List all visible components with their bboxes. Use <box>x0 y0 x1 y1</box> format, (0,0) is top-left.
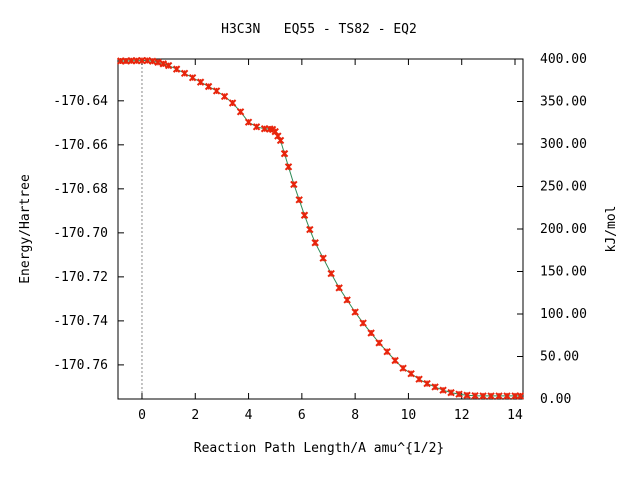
data-point <box>431 383 439 391</box>
data-point <box>311 239 319 247</box>
y-tick-label: -170.70 <box>53 226 108 241</box>
y2-axis-label: kJ/mol <box>604 206 619 253</box>
data-point <box>359 319 367 327</box>
data-point <box>284 163 293 171</box>
y-tick-label: -170.64 <box>53 94 108 109</box>
data-point <box>351 308 359 316</box>
data-point <box>391 356 399 365</box>
data-point <box>276 136 285 145</box>
y-axis-label: Energy/Hartree <box>18 174 33 284</box>
y-axis-left: -170.64 -170.66 -170.68 -170.70 -170.72 -170.… <box>53 94 124 373</box>
y-tick-label: -170.68 <box>53 182 108 197</box>
x-tick-label: 4 <box>245 408 253 423</box>
data-point <box>154 58 162 67</box>
data-point <box>503 392 511 400</box>
y-tick-label: -170.72 <box>53 270 108 285</box>
data-point <box>516 392 525 400</box>
energy-curve <box>120 60 521 397</box>
x-tick-label: 10 <box>401 408 417 423</box>
data-point <box>407 369 415 378</box>
y2-tick-label: 200.00 <box>540 222 587 237</box>
data-point <box>280 149 289 158</box>
data-points <box>116 56 525 400</box>
data-point <box>188 73 197 82</box>
data-point <box>463 391 471 399</box>
data-point <box>367 329 375 337</box>
y-tick-label: -170.74 <box>53 314 108 329</box>
data-point <box>306 225 314 234</box>
y2-tick-label: 50.00 <box>540 350 579 365</box>
data-point <box>228 99 237 107</box>
y2-tick-label: 350.00 <box>540 95 587 110</box>
y2-tick-label: 150.00 <box>540 265 587 280</box>
data-point <box>447 388 455 397</box>
data-point <box>252 123 261 131</box>
data-point <box>196 78 205 86</box>
y-tick-label: -170.76 <box>53 358 108 373</box>
chart-title: H3C3N EQ55 - TS82 - EQ2 <box>221 22 417 37</box>
x-tick-label: 0 <box>138 408 146 423</box>
data-point <box>335 284 343 292</box>
data-point <box>148 57 157 65</box>
y2-tick-label: 400.00 <box>540 52 587 67</box>
data-point <box>439 386 447 394</box>
x-tick-label: 8 <box>351 408 359 423</box>
x-axis-label: Reaction Path Length/A amu^{1/2} <box>194 441 444 456</box>
data-point <box>471 391 479 400</box>
x-tick-label: 2 <box>191 408 199 423</box>
plot-frame <box>117 58 524 400</box>
data-point <box>180 69 189 78</box>
y-tick-label: -170.66 <box>53 138 108 153</box>
x-axis: 0 2 4 6 8 10 12 14 <box>138 59 523 423</box>
data-point <box>164 61 173 70</box>
x-tick-label: 14 <box>507 408 523 423</box>
x-tick-label: 12 <box>454 408 470 423</box>
x-tick-label: 6 <box>298 408 306 423</box>
y2-tick-label: 0.00 <box>540 392 571 407</box>
data-point <box>159 60 168 68</box>
data-point <box>295 196 303 204</box>
data-point <box>319 254 327 262</box>
data-point <box>455 390 463 398</box>
data-point <box>244 118 253 126</box>
data-point <box>300 211 309 219</box>
data-point <box>415 375 423 383</box>
data-point <box>423 379 431 388</box>
data-point <box>399 364 407 372</box>
y-axis-right: 0.00 50.00 100.00 150.00 200.00 250.00 300.00 3… <box>517 52 587 407</box>
data-point <box>375 339 383 347</box>
data-point <box>204 82 213 91</box>
data-point <box>479 392 487 400</box>
data-point <box>172 65 181 73</box>
y2-tick-label: 100.00 <box>540 307 587 322</box>
data-point <box>327 269 335 278</box>
y2-tick-label: 250.00 <box>540 180 587 195</box>
data-point <box>212 87 221 95</box>
data-point <box>290 180 298 189</box>
data-point <box>343 296 351 304</box>
y2-tick-label: 300.00 <box>540 137 587 152</box>
data-point <box>236 108 245 116</box>
data-point <box>220 92 229 101</box>
data-point <box>487 392 495 400</box>
data-point <box>495 392 503 400</box>
data-point <box>383 347 391 356</box>
